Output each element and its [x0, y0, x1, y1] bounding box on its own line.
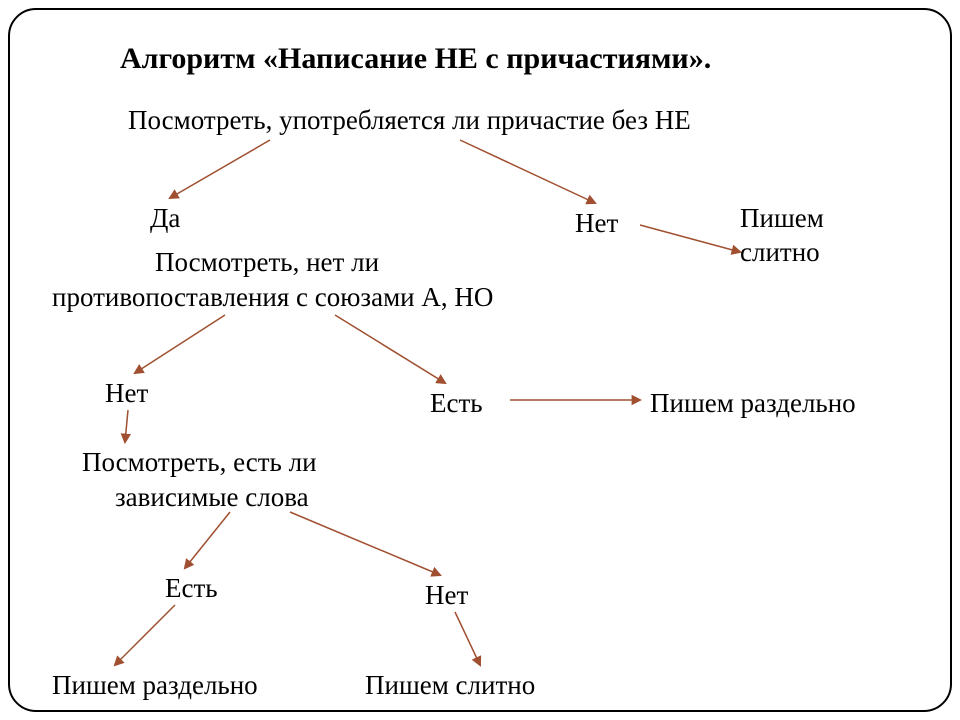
node-q2-yes: Есть	[430, 388, 483, 419]
node-q3-no: Нет	[425, 580, 468, 611]
node-r1a: Пишем	[740, 203, 824, 234]
node-title: Алгоритм «Написание НЕ с причастиями».	[120, 42, 711, 76]
node-q1: Посмотреть, употребляется ли причастие б…	[128, 105, 691, 136]
node-r2: Пишем раздельно	[650, 388, 856, 419]
node-q1-no: Нет	[575, 208, 618, 239]
node-r3a: Пишем раздельно	[52, 670, 258, 701]
node-r1b: слитно	[740, 237, 820, 268]
node-q1-yes: Да	[150, 203, 180, 234]
node-q3-yes: Есть	[165, 573, 218, 604]
node-q3b: зависимые слова	[115, 482, 309, 513]
node-q2a: Посмотреть, нет ли	[155, 247, 379, 278]
node-q3a: Посмотреть, есть ли	[82, 447, 317, 478]
node-r3b: Пишем слитно	[365, 670, 535, 701]
node-q2-no: Нет	[105, 378, 148, 409]
node-q2b: противопоставления с союзами А, НО	[52, 282, 493, 313]
